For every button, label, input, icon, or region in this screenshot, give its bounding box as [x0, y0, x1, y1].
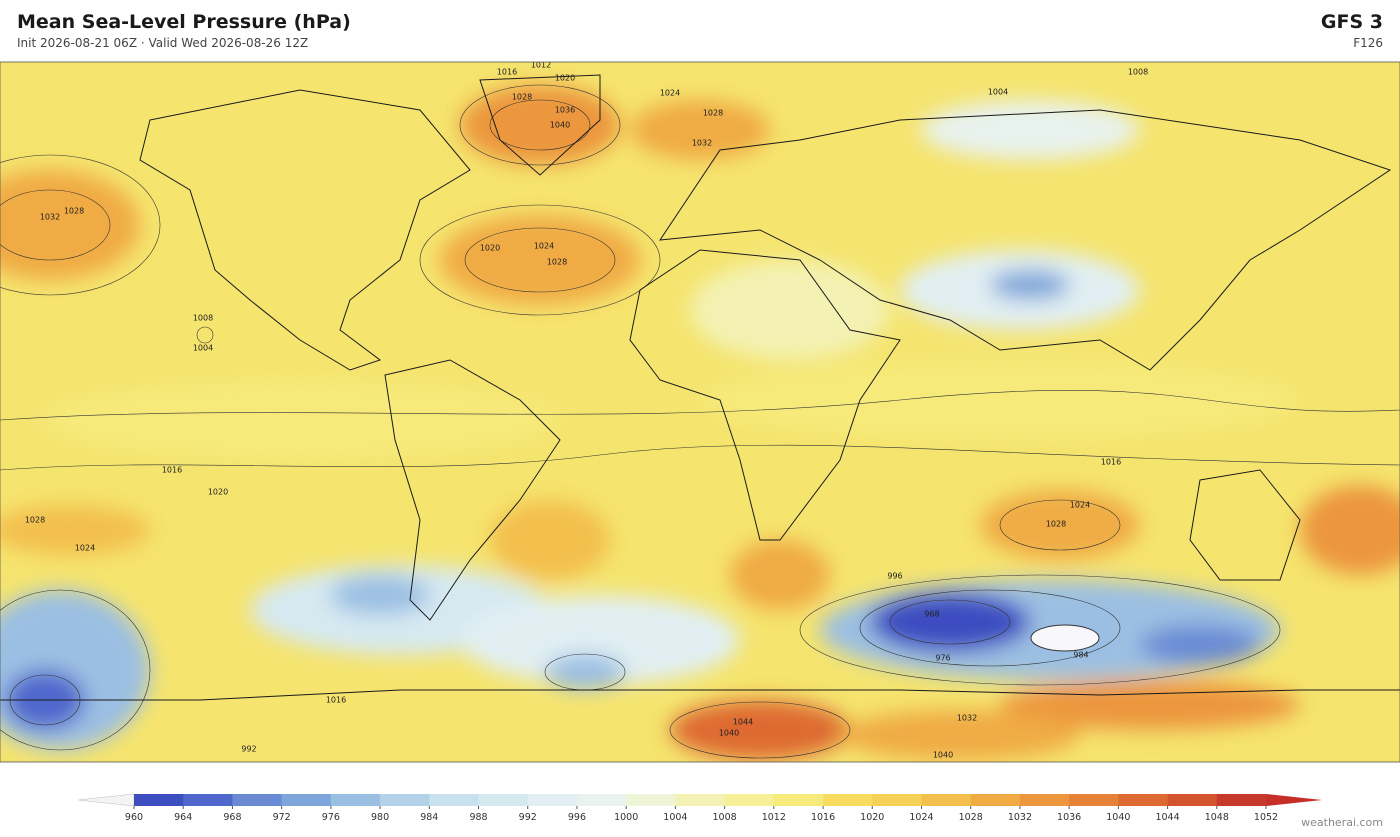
- colorbar-tick-label: 1020: [860, 812, 884, 823]
- colorbar-tick-label: 996: [568, 812, 586, 823]
- title: Mean Sea-Level Pressure (hPa): [17, 11, 351, 33]
- colorbar-segment: [1019, 794, 1070, 806]
- contour-label: 1016: [326, 696, 346, 705]
- colorbar-tick-label: 1012: [762, 812, 786, 823]
- contour-label: 1040: [550, 121, 570, 130]
- contour-label: 1040: [719, 729, 739, 738]
- contour-label: 1024: [660, 89, 680, 98]
- contour-label: 1040: [933, 751, 953, 760]
- colorbar-tick-label: 1032: [1008, 812, 1032, 823]
- contour-label: 1028: [547, 258, 567, 267]
- colorbar-tick-label: 1040: [1106, 812, 1130, 823]
- colorbar-segment: [724, 794, 775, 806]
- contour-label: 968: [924, 610, 939, 619]
- colorbar-segment: [478, 794, 529, 806]
- colorbar-segment: [626, 794, 676, 806]
- colorbar-segment: [1167, 794, 1218, 806]
- colorbar-tick-label: 992: [519, 812, 537, 823]
- colorbar-tick-label: 972: [273, 812, 291, 823]
- contour-label: 1044: [733, 718, 753, 727]
- colorbar-tick-label: 1000: [614, 812, 638, 823]
- colorbar-tick-label: 1044: [1155, 812, 1179, 823]
- colorbar-tick-label: 1016: [811, 812, 835, 823]
- contour-label: 1020: [555, 74, 575, 83]
- colorbar-segment: [872, 794, 922, 806]
- colorbar-tick-label: 980: [371, 812, 389, 823]
- colorbar-segment: [232, 794, 282, 806]
- colorbar-tick-label: 1008: [713, 812, 737, 823]
- credit: weatherai.com: [1301, 816, 1383, 829]
- contour-label: 1008: [193, 314, 213, 323]
- colorbar-segment: [1069, 794, 1119, 806]
- model: GFS 3: [1321, 11, 1383, 33]
- colorbar-segment: [773, 794, 824, 806]
- colorbar-tick-label: 984: [420, 812, 438, 823]
- contour-label: 1032: [957, 714, 977, 723]
- contour-labels: 1012 1016 1020 1008 1028 1036 1040 1024 1028 1032…: [25, 61, 1148, 760]
- contour-label: 984: [1073, 651, 1088, 660]
- colorbar-segment: [281, 794, 332, 806]
- colorbar-segment: [134, 794, 184, 806]
- contour-label: 1028: [703, 109, 723, 118]
- contour-label: 1028: [512, 93, 532, 102]
- contour-label: 1024: [534, 242, 554, 251]
- colorbar-segment: [380, 794, 430, 806]
- contour-label: 1020: [480, 244, 500, 253]
- contour-label: 996: [887, 572, 902, 581]
- contour-label: 1028: [64, 207, 84, 216]
- colorbar-tick-label: 1036: [1057, 812, 1081, 823]
- colorbar-segment: [527, 794, 578, 806]
- contour-label: 1028: [1046, 520, 1066, 529]
- contour-label: 1024: [75, 544, 95, 553]
- contour-label: 1032: [692, 139, 712, 148]
- colorbar-tick-label: 960: [125, 812, 143, 823]
- colorbar-tick-label: 976: [322, 812, 340, 823]
- colorbar-tick-label: 964: [174, 812, 192, 823]
- subtitle: Init 2026-08-21 06Z · Valid Wed 2026-08-…: [17, 36, 308, 50]
- contour-label: 1016: [1101, 458, 1121, 467]
- colorbar-segment: [921, 794, 971, 806]
- contour-label: 976: [935, 654, 950, 663]
- colorbar-tick-label: 1004: [663, 812, 687, 823]
- colorbar-segment: [429, 794, 479, 806]
- colorbar-tick-label: 988: [469, 812, 487, 823]
- colorbar-tick-label: 1052: [1254, 812, 1278, 823]
- contour-label: 992: [241, 745, 256, 754]
- coastlines: [0, 74, 1400, 701]
- colorbar-segment: [970, 794, 1021, 806]
- isobars: [0, 84, 1400, 759]
- contour-label: 1020: [208, 488, 228, 497]
- contour-label: 1016: [162, 466, 182, 475]
- contour-label: 1016: [497, 68, 517, 77]
- colorbar: 960 964 968 972 976 980 984 988 992 996 1000 1004 10…: [77, 793, 1322, 823]
- contour-label: 1028: [25, 516, 45, 525]
- colorbar-segment: [1216, 794, 1267, 806]
- colorbar-over: [1266, 794, 1322, 806]
- colorbar-segment: [576, 794, 627, 806]
- colorbar-segment: [1118, 794, 1168, 806]
- colorbar-under: [77, 793, 135, 807]
- forecast-hour: F126: [1353, 36, 1383, 50]
- colorbar-segment: [183, 794, 233, 806]
- contour-label: 1036: [555, 106, 575, 115]
- colorbar-tick-label: 968: [223, 812, 241, 823]
- colorbar-tick-label: 1048: [1205, 812, 1229, 823]
- colorbar-tick-label: 1028: [959, 812, 983, 823]
- colorbar-tick-label: 1024: [909, 812, 933, 823]
- contour-label: 1012: [531, 61, 551, 70]
- contour-label: 1004: [193, 344, 213, 353]
- contour-label: 1008: [1128, 68, 1148, 77]
- map: 1012 1016 1020 1008 1028 1036 1040 1024 1028 1032…: [0, 61, 1400, 763]
- contour-label: 1004: [988, 88, 1008, 97]
- contour-label: 1032: [40, 213, 60, 222]
- colorbar-segment: [330, 794, 381, 806]
- colorbar-segment: [823, 794, 873, 806]
- contour-label: 1024: [1070, 501, 1090, 510]
- colorbar-segment: [675, 794, 725, 806]
